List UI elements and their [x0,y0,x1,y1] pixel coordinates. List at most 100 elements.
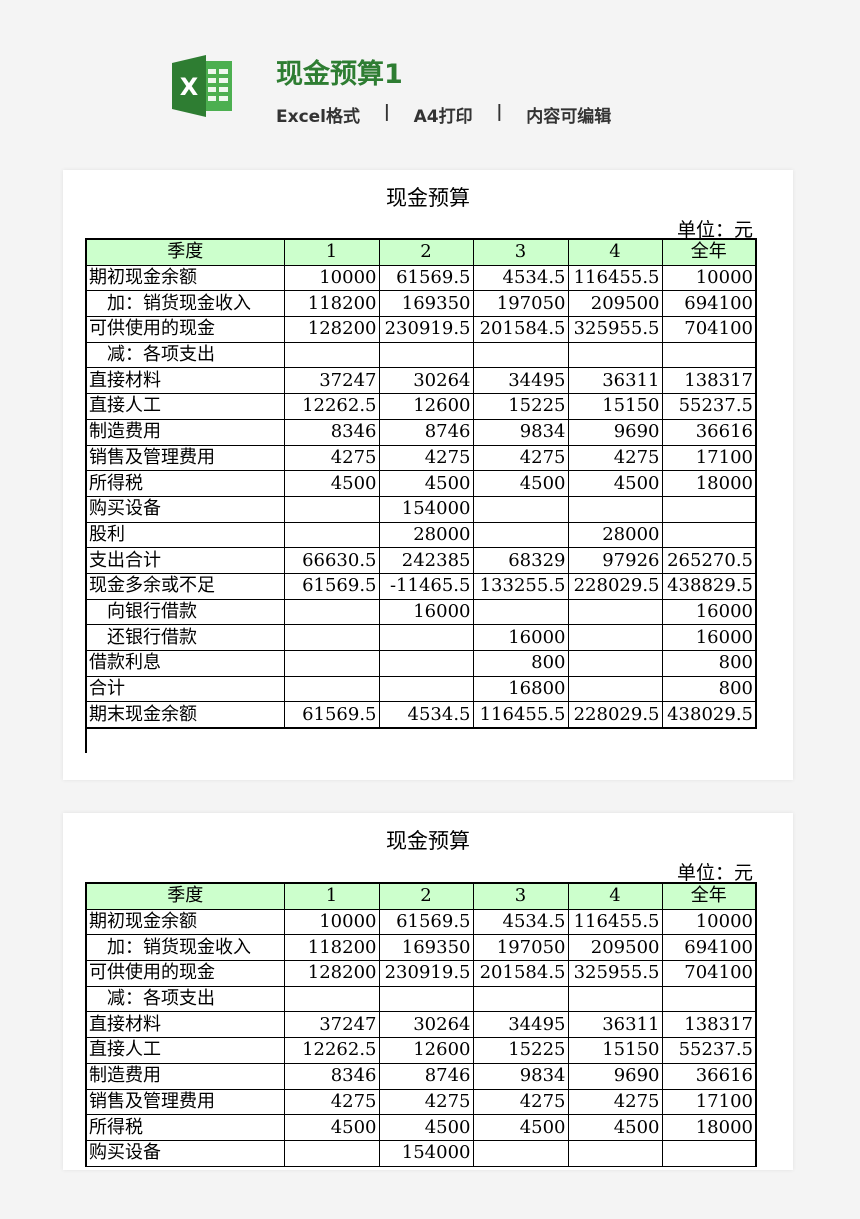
value-cell: 15225 [472,1037,569,1064]
value-cell [378,341,474,369]
value-cell: 694100 [661,934,757,962]
value-cell [472,598,569,626]
value-cell [661,521,757,549]
value-cell: 4534.5 [378,701,474,729]
value-cell [378,624,474,651]
table-row: 销售及管理费用 4275 4275 4275 4275 17100 [85,444,757,472]
row-label: 还银行借款 [85,624,285,651]
value-cell: 4534.5 [472,264,569,292]
value-cell: 16800 [472,675,569,703]
value-cell: 4275 [378,1088,474,1116]
value-cell: 36311 [567,367,663,395]
table-row: 现金多余或不足 61569.5 -11465.5 133255.5 228029.5 43… [85,572,757,600]
separator: | [496,102,503,122]
value-cell [567,1139,663,1167]
value-cell: 10000 [661,908,757,936]
value-cell: 18000 [661,470,757,497]
value-cell: 154000 [378,1139,474,1167]
table-row: 借款利息 800 800 [85,650,757,677]
value-cell [661,341,757,369]
value-cell: 9690 [567,418,663,446]
row-label: 所得税 [85,1114,285,1141]
value-cell: 4500 [472,1114,569,1141]
column-header: 全年 [661,238,757,266]
value-cell: 37247 [283,1011,380,1039]
value-cell: 128200 [283,960,380,987]
value-cell: 116455.5 [567,264,663,292]
value-cell: 36616 [661,1062,757,1090]
sheet-title: 现金预算 [386,829,470,853]
value-cell: 28000 [378,521,474,549]
value-cell: 118200 [283,934,380,962]
value-cell: 15150 [567,393,663,420]
table-row: 直接人工 12262.5 12600 15225 15150 55237.5 [85,393,757,420]
value-cell [283,985,380,1013]
row-label: 合计 [85,675,285,703]
value-cell: 133255.5 [472,572,569,600]
value-cell: 34495 [472,367,569,395]
value-cell: 30264 [378,1011,474,1039]
row-label: 制造费用 [85,1062,285,1090]
value-cell [378,650,474,677]
row-label: 减：各项支出 [85,985,285,1013]
table-row: 制造费用 8346 8746 9834 9690 36616 [85,418,757,446]
row-label: 直接人工 [85,393,285,420]
value-cell: 4500 [567,470,663,497]
sheet-preview-1: 现金预算 单位：元 季度 1 2 3 4 全年 期初现金余额 10000 61569.5 4534… [63,170,793,780]
value-cell: 704100 [661,960,757,987]
table-row: 减：各项支出 [85,985,757,1013]
column-header: 4 [567,238,663,266]
table-row: 直接材料 37247 30264 34495 36311 138317 [85,1011,757,1039]
value-cell: 16000 [378,598,474,626]
value-cell: 34495 [472,1011,569,1039]
value-cell: 15150 [567,1037,663,1064]
value-cell [472,1139,569,1167]
value-cell: 30264 [378,367,474,395]
table-row: 支出合计 66630.5 242385 68329 97926 265270.5 [85,547,757,574]
row-label: 加：销货现金收入 [85,290,285,318]
table-row: 销售及管理费用 4275 4275 4275 4275 17100 [85,1088,757,1116]
value-cell: 138317 [661,1011,757,1039]
value-cell: 201584.5 [472,960,569,987]
value-cell [567,598,663,626]
value-cell [661,1139,757,1167]
row-label: 向银行借款 [85,598,285,626]
value-cell: 4275 [283,1088,380,1116]
row-label: 制造费用 [85,418,285,446]
value-cell: 16000 [661,624,757,651]
column-header: 4 [567,882,663,910]
value-cell: 17100 [661,1088,757,1116]
row-label: 可供使用的现金 [85,960,285,987]
table-row: 直接材料 37247 30264 34495 36311 138317 [85,367,757,395]
tag-format: Excel格式 [276,107,361,127]
table-row: 向银行借款 16000 16000 [85,598,757,626]
value-cell: -11465.5 [378,572,474,600]
value-cell: 68329 [472,547,569,574]
value-cell: 12262.5 [283,1037,380,1064]
value-cell: 9690 [567,1062,663,1090]
value-cell: 66630.5 [283,547,380,574]
excel-logo-icon: X [172,55,232,117]
value-cell: 197050 [472,934,569,962]
value-cell: 12262.5 [283,393,380,420]
value-cell: 9834 [472,418,569,446]
value-cell: 242385 [378,547,474,574]
value-cell: 128200 [283,316,380,343]
value-cell [567,341,663,369]
row-label: 直接材料 [85,367,285,395]
row-label: 现金多余或不足 [85,572,285,600]
value-cell: 154000 [378,495,474,523]
column-header: 2 [378,882,474,910]
value-cell: 4534.5 [472,908,569,936]
value-cell: 15225 [472,393,569,420]
value-cell: 265270.5 [661,547,757,574]
value-cell: 138317 [661,367,757,395]
row-label: 购买设备 [85,495,285,523]
value-cell: 438029.5 [661,701,757,729]
value-cell: 118200 [283,290,380,318]
row-label: 期初现金余额 [85,264,285,292]
value-cell [661,985,757,1013]
value-cell: 10000 [283,908,380,936]
column-header: 3 [472,238,569,266]
value-cell [567,675,663,703]
